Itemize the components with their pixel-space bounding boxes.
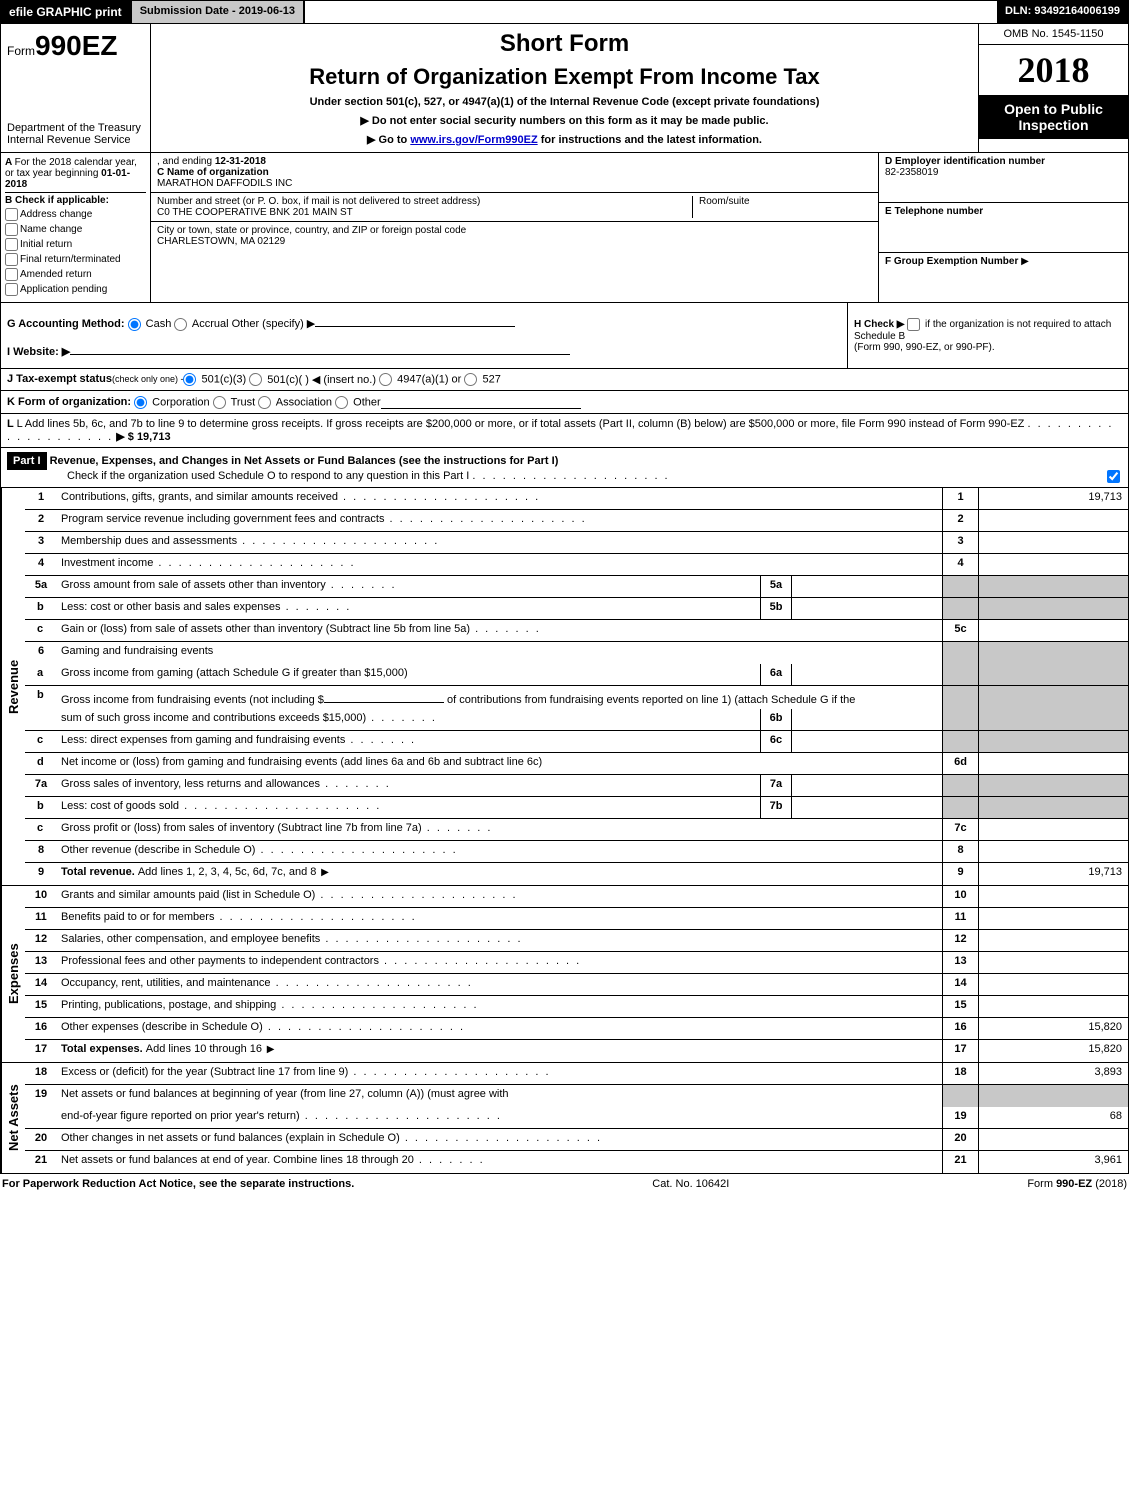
tax-year: 2018 <box>979 45 1128 95</box>
identity-section: A For the 2018 calendar year, or tax yea… <box>0 153 1129 303</box>
line-h: H Check ▶ if the organization is not req… <box>848 312 1128 359</box>
open-to-public: Open to PublicInspection <box>979 95 1128 139</box>
street-label: Number and street (or P. O. box, if mail… <box>157 196 480 207</box>
chk-amended[interactable]: Amended return <box>5 268 146 281</box>
net-assets-table: Net Assets 18Excess or (deficit) for the… <box>0 1063 1129 1174</box>
city-value: CHARLESTOWN, MA 02129 <box>157 236 285 247</box>
val-7c <box>978 819 1128 840</box>
subtitle: Under section 501(c), 527, or 4947(a)(1)… <box>157 96 972 108</box>
line-l: L L Add lines 5b, 6c, and 7b to line 9 t… <box>0 414 1129 448</box>
radio-accrual[interactable]: Accrual <box>174 318 228 330</box>
room-suite: Room/suite <box>692 196 872 218</box>
city-label: City or town, state or province, country… <box>157 225 466 236</box>
val-11 <box>978 908 1128 929</box>
val-16: 15,820 <box>978 1018 1128 1039</box>
revenue-table: Revenue 1Contributions, gifts, grants, a… <box>0 488 1129 886</box>
val-3 <box>978 532 1128 553</box>
radio-4947[interactable]: 4947(a)(1) or <box>379 373 461 386</box>
chk-final-return[interactable]: Final return/terminated <box>5 253 146 266</box>
top-bar: efile GRAPHIC print Submission Date - 20… <box>0 0 1129 24</box>
radio-other-org[interactable]: Other <box>335 396 381 409</box>
main-title: Return of Organization Exempt From Incom… <box>157 64 972 90</box>
street-value: C0 THE COOPERATIVE BNK 201 MAIN ST <box>157 207 353 218</box>
val-4 <box>978 554 1128 575</box>
line-i: I Website: ▶ <box>7 341 841 358</box>
box-d: D Employer identification number 82-2358… <box>879 153 1128 203</box>
radio-trust[interactable]: Trust <box>213 396 256 409</box>
irs-link-line: ▶ Go to www.irs.gov/Form990EZ for instru… <box>157 133 972 146</box>
short-form-title: Short Form <box>157 30 972 58</box>
val-8 <box>978 841 1128 862</box>
form-ref: Form 990-EZ (2018) <box>1027 1178 1127 1190</box>
radio-501c3[interactable]: 501(c)(3) <box>183 373 246 386</box>
val-20 <box>978 1129 1128 1150</box>
net-assets-label: Net Assets <box>1 1063 25 1173</box>
chk-pending[interactable]: Application pending <box>5 283 146 296</box>
cat-no: Cat. No. 10642I <box>652 1178 729 1190</box>
chk-schedule-o[interactable] <box>1107 470 1120 483</box>
expenses-table: Expenses 10Grants and similar amounts pa… <box>0 886 1129 1063</box>
irs-link[interactable]: www.irs.gov/Form990EZ <box>410 134 537 146</box>
val-9: 19,713 <box>978 863 1128 885</box>
val-21: 3,961 <box>978 1151 1128 1173</box>
line-b-label: B Check if applicable: <box>5 195 146 206</box>
efile-print-button[interactable]: efile GRAPHIC print <box>1 1 130 23</box>
expenses-label: Expenses <box>1 886 25 1062</box>
line-g: G Accounting Method: Cash Accrual Other … <box>1 303 848 368</box>
radio-501c[interactable]: 501(c)( ) ◀ (insert no.) <box>249 373 376 387</box>
irs-label: Internal Revenue Service <box>7 134 144 146</box>
chk-name-change[interactable]: Name change <box>5 223 146 236</box>
page-footer: For Paperwork Reduction Act Notice, see … <box>0 1174 1129 1194</box>
val-14 <box>978 974 1128 995</box>
val-12 <box>978 930 1128 951</box>
line-j: J Tax-exempt status (check only one) - 5… <box>0 369 1129 392</box>
val-5c <box>978 620 1128 641</box>
radio-527[interactable]: 527 <box>464 373 500 386</box>
val-17: 15,820 <box>978 1040 1128 1062</box>
radio-cash[interactable]: Cash <box>128 318 172 330</box>
chk-address-change[interactable]: Address change <box>5 208 146 221</box>
paperwork-notice: For Paperwork Reduction Act Notice, see … <box>2 1178 354 1190</box>
part-1-header: Part I Revenue, Expenses, and Changes in… <box>0 448 1129 488</box>
val-2 <box>978 510 1128 531</box>
val-10 <box>978 886 1128 907</box>
dept-treasury: Department of the Treasury <box>7 122 144 134</box>
val-19: 68 <box>978 1107 1128 1128</box>
ssn-warning: ▶ Do not enter social security numbers o… <box>157 114 972 127</box>
val-6d <box>978 753 1128 774</box>
omb-number: OMB No. 1545-1150 <box>979 24 1128 45</box>
line-a: A For the 2018 calendar year, or tax yea… <box>5 157 146 193</box>
radio-assoc[interactable]: Association <box>258 396 332 409</box>
submission-date: Submission Date - 2019-06-13 <box>130 1 305 23</box>
val-13 <box>978 952 1128 973</box>
line-k: K Form of organization: Corporation Trus… <box>0 391 1129 414</box>
chk-initial-return[interactable]: Initial return <box>5 238 146 251</box>
form-number: Form990EZ <box>7 30 144 62</box>
org-name: MARATHON DAFFODILS INC <box>157 178 292 189</box>
dln-label: DLN: 93492164006199 <box>997 1 1128 23</box>
val-1: 19,713 <box>978 488 1128 509</box>
radio-corp[interactable]: Corporation <box>134 396 210 409</box>
box-f: F Group Exemption Number ▶ <box>879 253 1128 302</box>
box-c-label: C Name of organization <box>157 167 269 178</box>
box-e: E Telephone number <box>879 203 1128 253</box>
form-header: Form990EZ Department of the Treasury Int… <box>0 24 1129 153</box>
val-18: 3,893 <box>978 1063 1128 1084</box>
revenue-label: Revenue <box>1 488 25 885</box>
chk-schedule-b[interactable] <box>907 318 920 331</box>
val-15 <box>978 996 1128 1017</box>
